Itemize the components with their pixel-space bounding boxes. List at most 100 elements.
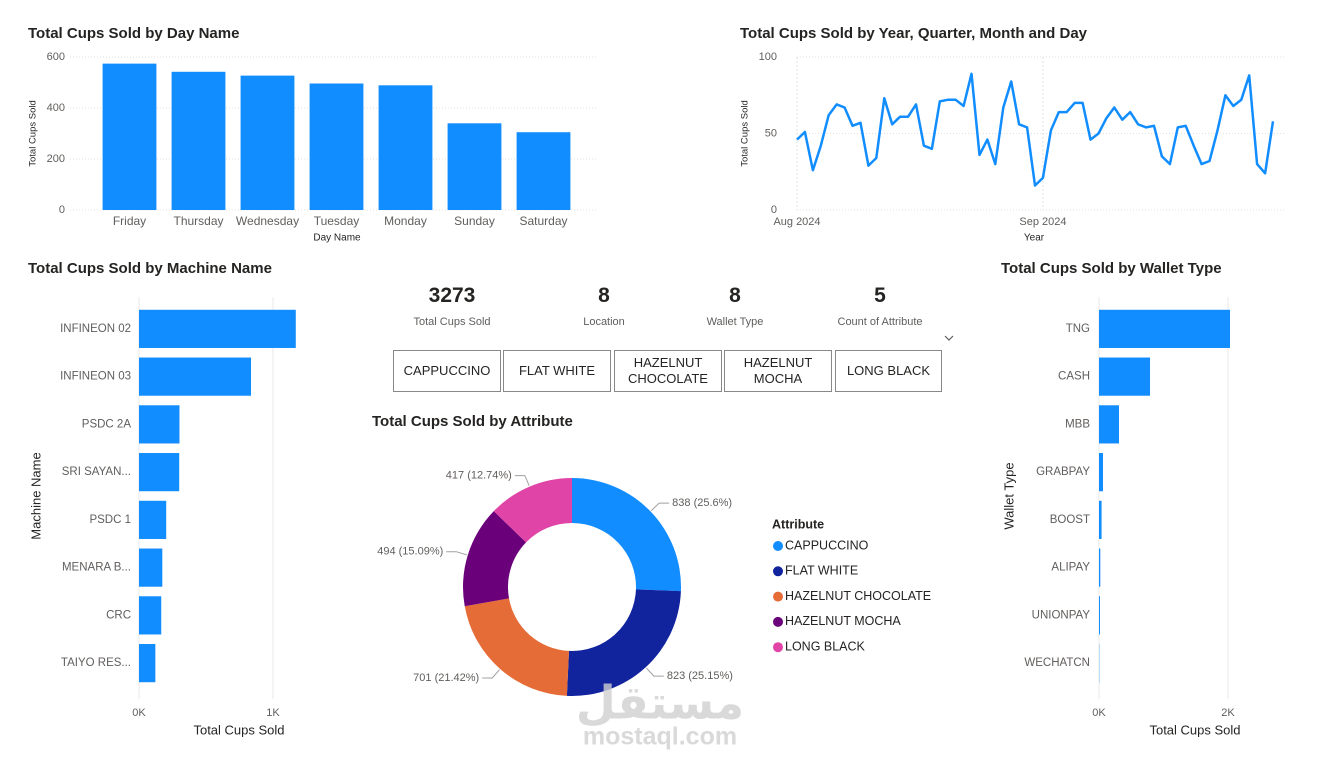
kpi-card: 5 Count of Attribute <box>810 283 950 328</box>
bar <box>139 309 296 348</box>
x-tick-label: 1K <box>266 707 280 719</box>
y-tick-label: INFINEON 02 <box>60 323 131 335</box>
x-axis-label: Total Cups Sold <box>193 722 284 737</box>
y-axis-label: Machine Name <box>28 452 43 539</box>
bar <box>378 85 433 210</box>
kpi-label: Count of Attribute <box>837 316 923 328</box>
kpi-card: 3273 Total Cups Sold <box>382 283 522 328</box>
y-tick-label: CASH <box>1058 371 1090 383</box>
legend-title: Attribute <box>772 517 824 531</box>
bar <box>1099 596 1100 635</box>
bar <box>516 132 571 210</box>
kpi-card: 8 Wallet Type <box>665 283 805 328</box>
data-label: 823 (25.15%) <box>667 670 733 682</box>
y-axis-label: Total Cups Sold <box>740 100 751 167</box>
chart-title: Total Cups Sold by Machine Name <box>28 260 272 277</box>
kpi-label: Location <box>583 316 625 328</box>
bar <box>1099 500 1102 539</box>
bar <box>139 357 252 396</box>
y-tick-label: MENARA B... <box>62 562 131 574</box>
y-tick-label: PSDC 1 <box>89 514 131 526</box>
x-tick-label: 0K <box>132 707 146 719</box>
chart-title: Total Cups Sold by Attribute <box>372 413 573 430</box>
x-tick-label: 2K <box>1221 707 1235 719</box>
bar <box>139 548 163 587</box>
legend-label: LONG BLACK <box>785 639 866 653</box>
y-axis-label: Wallet Type <box>1001 462 1016 529</box>
y-tick-label: TAIYO RES... <box>61 657 131 669</box>
y-tick-label: CRC <box>106 609 131 621</box>
y-tick-label: UNIONPAY <box>1032 609 1091 621</box>
bar <box>139 453 180 492</box>
x-axis-label: Year <box>1024 233 1045 244</box>
kpi-value: 8 <box>729 284 741 307</box>
y-tick-label: 600 <box>47 51 65 63</box>
x-axis-label: Total Cups Sold <box>1149 722 1240 737</box>
kpi-card: 8 Location <box>534 283 674 328</box>
legend-label: HAZELNUT CHOCOLATE <box>785 589 931 603</box>
bar <box>1099 309 1230 348</box>
y-tick-label: ALIPAY <box>1051 562 1090 574</box>
x-tick-label: Sep 2024 <box>1019 216 1066 228</box>
bar <box>139 644 156 683</box>
y-tick-label: 0 <box>771 204 777 216</box>
legend-marker <box>773 541 783 551</box>
line-series <box>796 72 1275 187</box>
leader-line <box>646 667 664 677</box>
x-tick-label: Thursday <box>173 214 223 228</box>
bar <box>139 500 167 539</box>
kpi-value: 8 <box>598 284 610 307</box>
y-tick-label: 400 <box>47 102 65 114</box>
y-tick-label: SRI SAYAN... <box>62 466 131 478</box>
y-tick-label: BOOST <box>1050 514 1090 526</box>
data-label: 417 (12.74%) <box>446 469 512 481</box>
y-tick-label: 50 <box>765 127 777 139</box>
x-tick-label: Monday <box>384 214 427 228</box>
legend-marker <box>773 616 783 627</box>
y-tick-label: MBB <box>1065 418 1090 430</box>
bar <box>102 63 157 210</box>
bar <box>139 596 162 635</box>
y-tick-label: 100 <box>759 51 777 63</box>
leader-line <box>446 551 467 556</box>
data-label: 838 (25.6%) <box>672 497 732 509</box>
donut-slice <box>493 478 572 543</box>
kpi-label: Wallet Type <box>706 316 764 328</box>
watermark-arabic: مستقل <box>576 676 744 730</box>
leader-line <box>482 669 500 679</box>
kpi-value: 5 <box>874 284 886 307</box>
x-tick-label: Wednesday <box>236 214 299 228</box>
legend-label: CAPPUCCINO <box>785 538 869 552</box>
bar <box>139 405 180 444</box>
bar <box>240 75 295 211</box>
slicer-button[interactable]: FLAT WHITE <box>503 350 611 392</box>
leader-line <box>650 502 670 512</box>
x-axis-label: Day Name <box>313 233 361 244</box>
y-tick-label: WECHATCN <box>1024 657 1090 669</box>
slicer-button[interactable]: LONG BLACK <box>835 350 942 392</box>
donut-slice <box>566 589 681 696</box>
legend-marker <box>773 591 783 602</box>
data-label: 701 (21.42%) <box>413 672 479 684</box>
slicer-button[interactable]: HAZELNUT CHOCOLATE <box>614 350 722 392</box>
y-tick-label: INFINEON 03 <box>60 371 131 383</box>
y-tick-label: 0 <box>59 204 65 216</box>
x-tick-label: Saturday <box>519 214 567 228</box>
legend-label: HAZELNUT MOCHA <box>785 614 901 628</box>
donut-slice <box>464 598 569 696</box>
slicer-button[interactable]: CAPPUCCINO <box>393 350 501 392</box>
chart-title: Total Cups Sold by Wallet Type <box>1001 260 1222 277</box>
kpi-label: Total Cups Sold <box>413 316 491 328</box>
y-axis-label: Total Cups Sold <box>28 100 39 167</box>
bar <box>309 83 364 210</box>
bar <box>1099 357 1151 396</box>
bar <box>1099 405 1119 444</box>
bar <box>171 71 226 210</box>
legend-marker <box>773 566 783 577</box>
slicer-chevron <box>944 335 954 341</box>
chart-title: Total Cups Sold by Year, Quarter, Month … <box>740 25 1088 42</box>
donut-slice <box>572 478 682 592</box>
kpi-value: 3273 <box>428 284 476 307</box>
slicer-button[interactable]: HAZELNUT MOCHA <box>724 350 832 392</box>
